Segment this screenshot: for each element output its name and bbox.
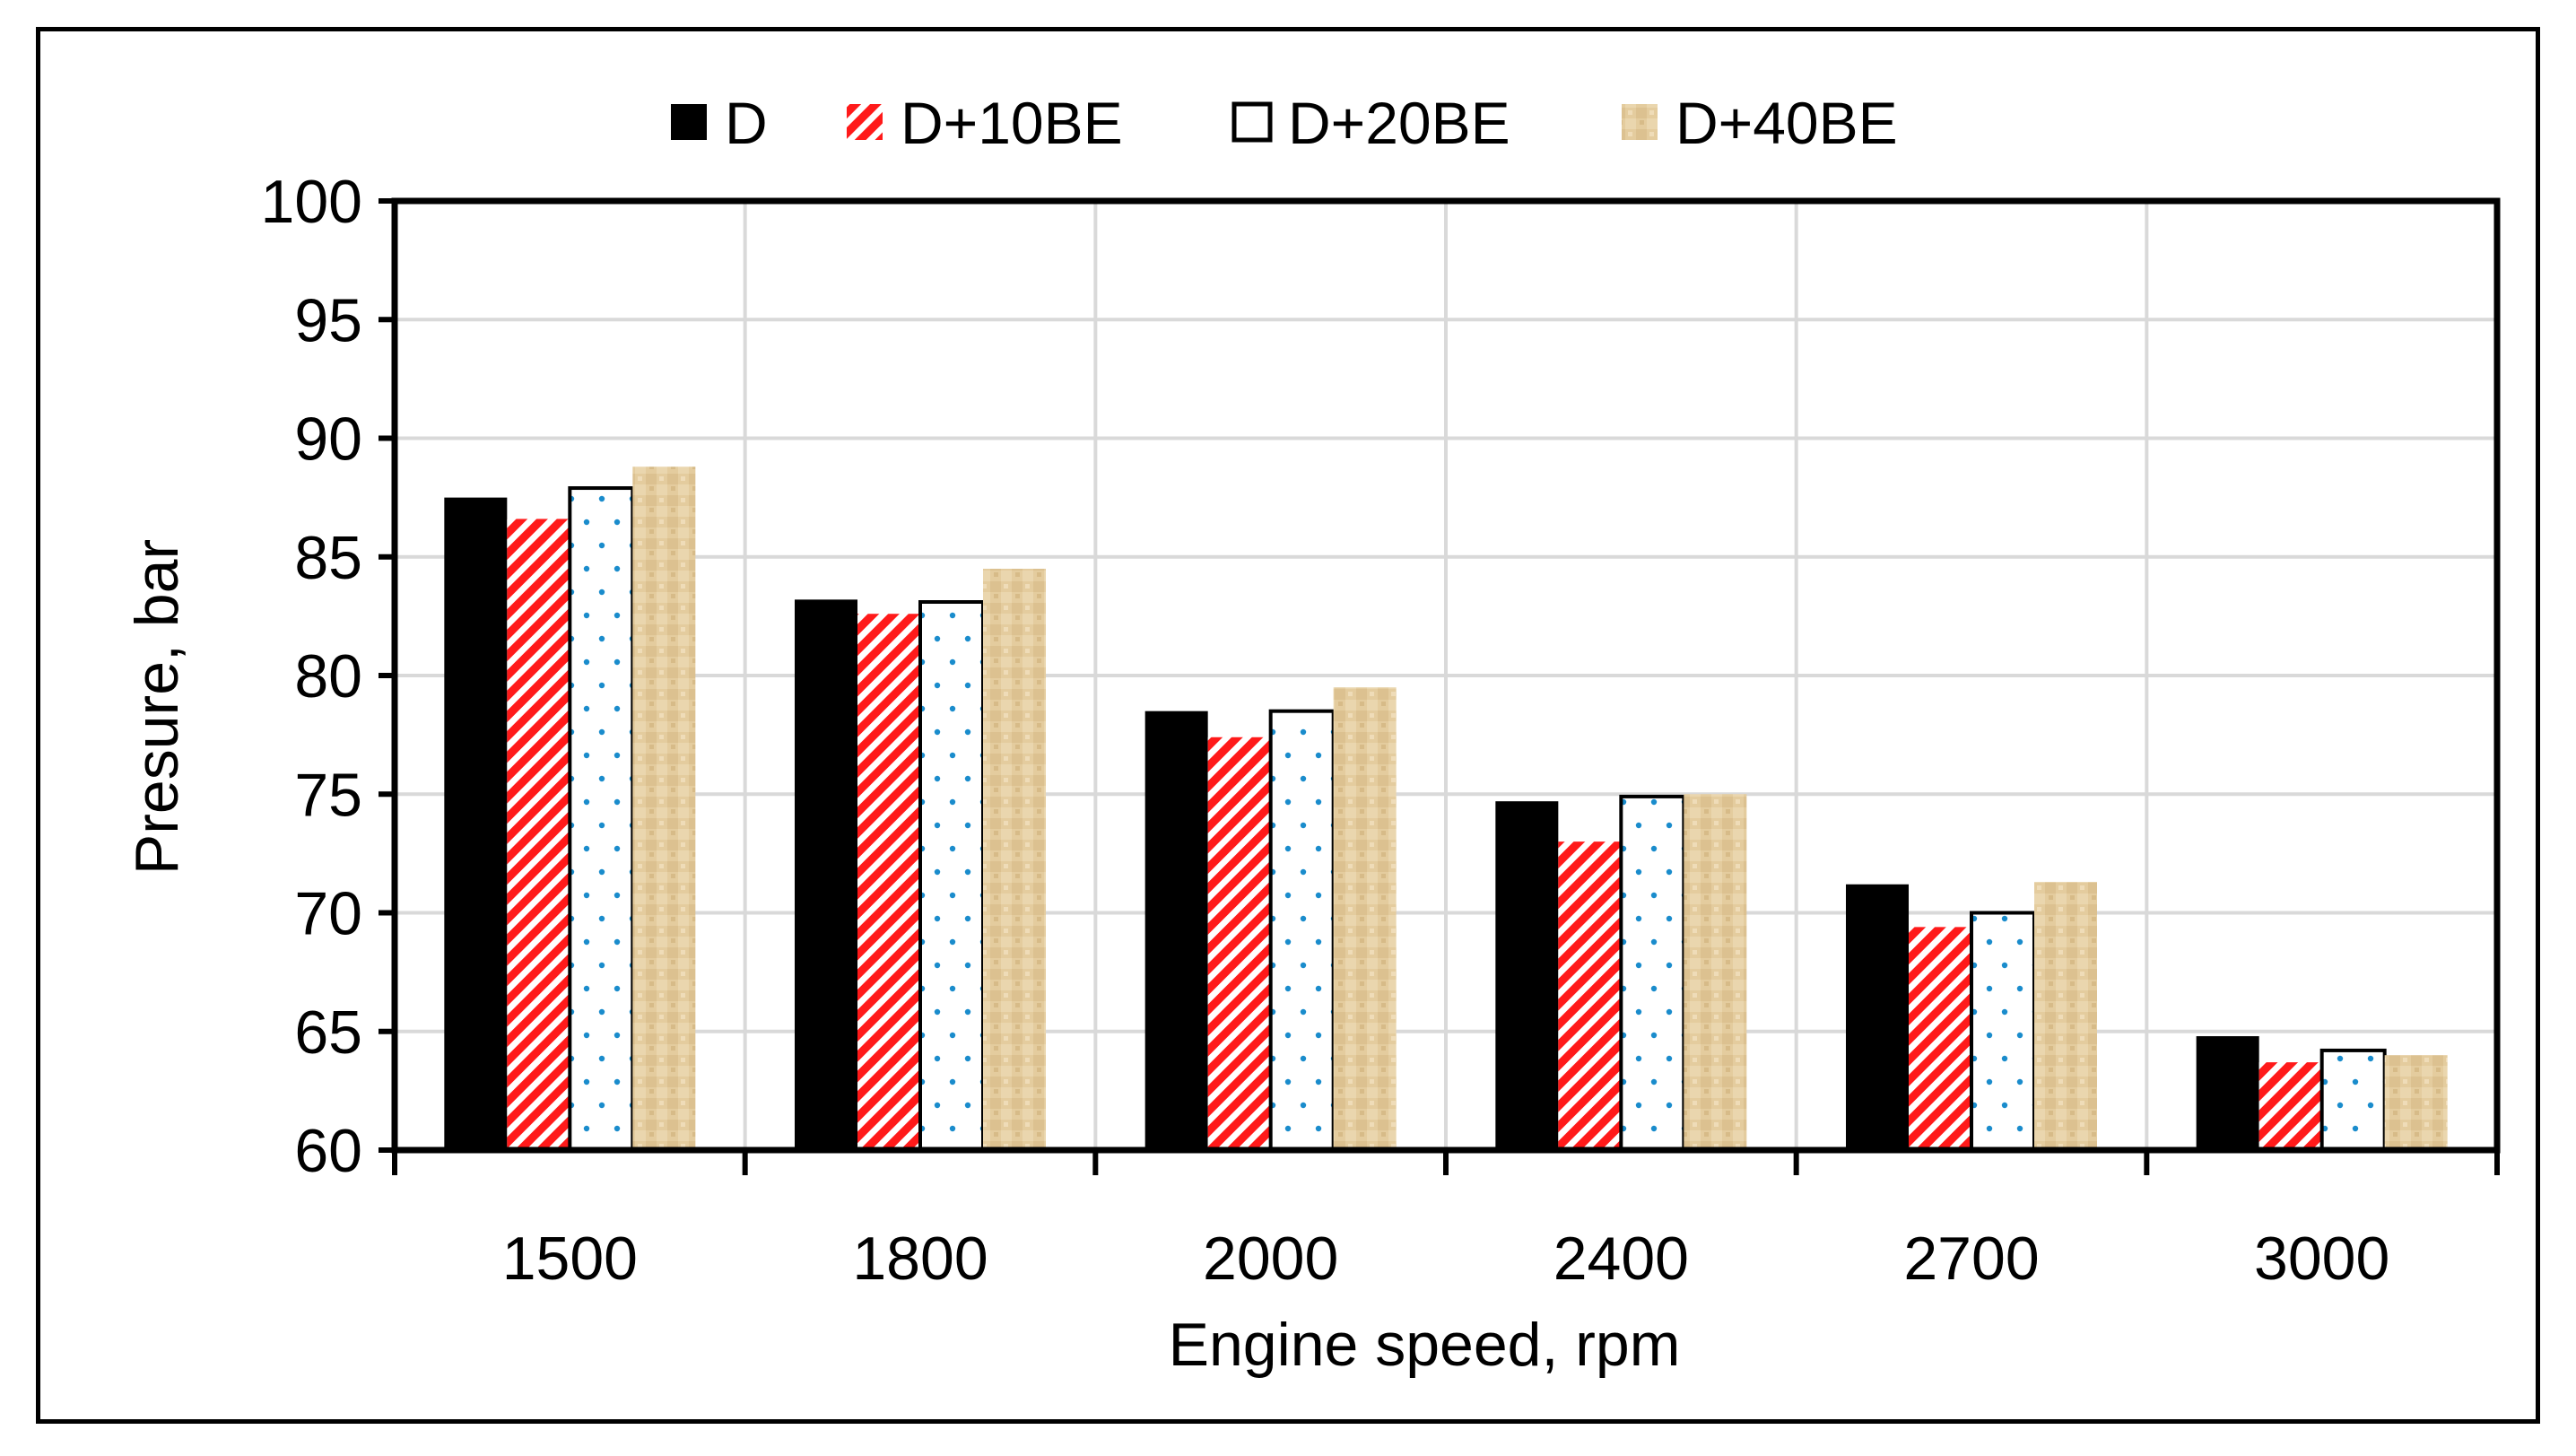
axes bbox=[379, 197, 2501, 1175]
bar-d-40be-1500 bbox=[632, 466, 696, 1150]
x-tick-label: 2700 bbox=[1903, 1225, 2039, 1293]
y-tick-label: 80 bbox=[294, 642, 362, 711]
x-tick-label: 2400 bbox=[1553, 1225, 1689, 1293]
y-tick-labels: 60 65 70 75 80 85 90 95 100 bbox=[261, 168, 362, 1185]
bar-d-40be-2400 bbox=[1684, 794, 1747, 1150]
legend-swatch bbox=[1622, 104, 1658, 140]
bar-d-20be-2700 bbox=[1970, 911, 2036, 1152]
x-tick-label: 1800 bbox=[852, 1225, 988, 1293]
legend-swatch bbox=[671, 104, 707, 140]
bar-d-20be-1800 bbox=[918, 600, 985, 1152]
y-tick-label: 85 bbox=[294, 524, 362, 592]
legend: D D+10BE D+20BE D+40BE bbox=[671, 90, 1898, 156]
legend-label: D bbox=[725, 90, 768, 156]
y-tick-label: 60 bbox=[294, 1117, 362, 1185]
gridlines bbox=[395, 199, 2497, 1152]
y-tick-label: 65 bbox=[294, 998, 362, 1067]
bar-d-2000 bbox=[1144, 711, 1208, 1150]
bar-d-10be-3000 bbox=[2258, 1062, 2322, 1150]
bar-d-2700 bbox=[1846, 884, 1909, 1150]
bar-d-2400 bbox=[1495, 801, 1559, 1150]
bar-d-10be-1800 bbox=[857, 614, 920, 1150]
y-tick-label: 100 bbox=[261, 168, 362, 236]
bar-d-40be-2000 bbox=[1333, 687, 1397, 1150]
bar-d-10be-1500 bbox=[507, 519, 570, 1150]
bar-d-20be-1500 bbox=[568, 486, 635, 1152]
bar-d-20be-2000 bbox=[1268, 709, 1336, 1152]
bar-d-40be-1800 bbox=[983, 568, 1046, 1150]
x-tick-label: 3000 bbox=[2254, 1225, 2389, 1293]
bar-d-40be-3000 bbox=[2384, 1055, 2448, 1150]
y-tick-label: 95 bbox=[294, 286, 362, 354]
x-tick-label: 1500 bbox=[502, 1225, 638, 1293]
bar-d-10be-2700 bbox=[1909, 927, 1971, 1150]
bar-d-10be-2000 bbox=[1207, 737, 1271, 1150]
bars bbox=[444, 466, 2448, 1153]
legend-item-d-40be: D+40BE bbox=[1622, 90, 1898, 156]
legend-label: D+40BE bbox=[1675, 90, 1898, 156]
y-axis-title: Presure, bar bbox=[123, 539, 191, 875]
y-tick-label: 90 bbox=[294, 405, 362, 474]
legend-item-d-10be: D+10BE bbox=[847, 90, 1123, 156]
x-axis-title: Engine speed, rpm bbox=[1169, 1311, 1681, 1379]
bar-d-3000 bbox=[2196, 1036, 2259, 1150]
legend-item-d-20be: D+20BE bbox=[1231, 90, 1510, 156]
y-tick-label: 75 bbox=[294, 761, 362, 829]
bar-d-40be-2700 bbox=[2034, 882, 2097, 1150]
legend-swatch bbox=[1231, 101, 1273, 143]
legend-swatch bbox=[847, 104, 883, 140]
bar-d-1500 bbox=[444, 497, 508, 1150]
x-tick-label: 2000 bbox=[1203, 1225, 1338, 1293]
x-tick-labels: 1500 1800 2000 2400 2700 3000 bbox=[502, 1225, 2390, 1293]
y-tick-label: 70 bbox=[294, 880, 362, 948]
bar-d-20be-3000 bbox=[2319, 1048, 2387, 1153]
legend-item-d: D bbox=[671, 90, 768, 156]
bar-d-1800 bbox=[795, 599, 857, 1150]
legend-label: D+20BE bbox=[1288, 90, 1510, 156]
legend-label: D+10BE bbox=[901, 90, 1123, 156]
bar-d-10be-2400 bbox=[1558, 841, 1622, 1150]
bar-d-20be-2400 bbox=[1619, 794, 1686, 1153]
